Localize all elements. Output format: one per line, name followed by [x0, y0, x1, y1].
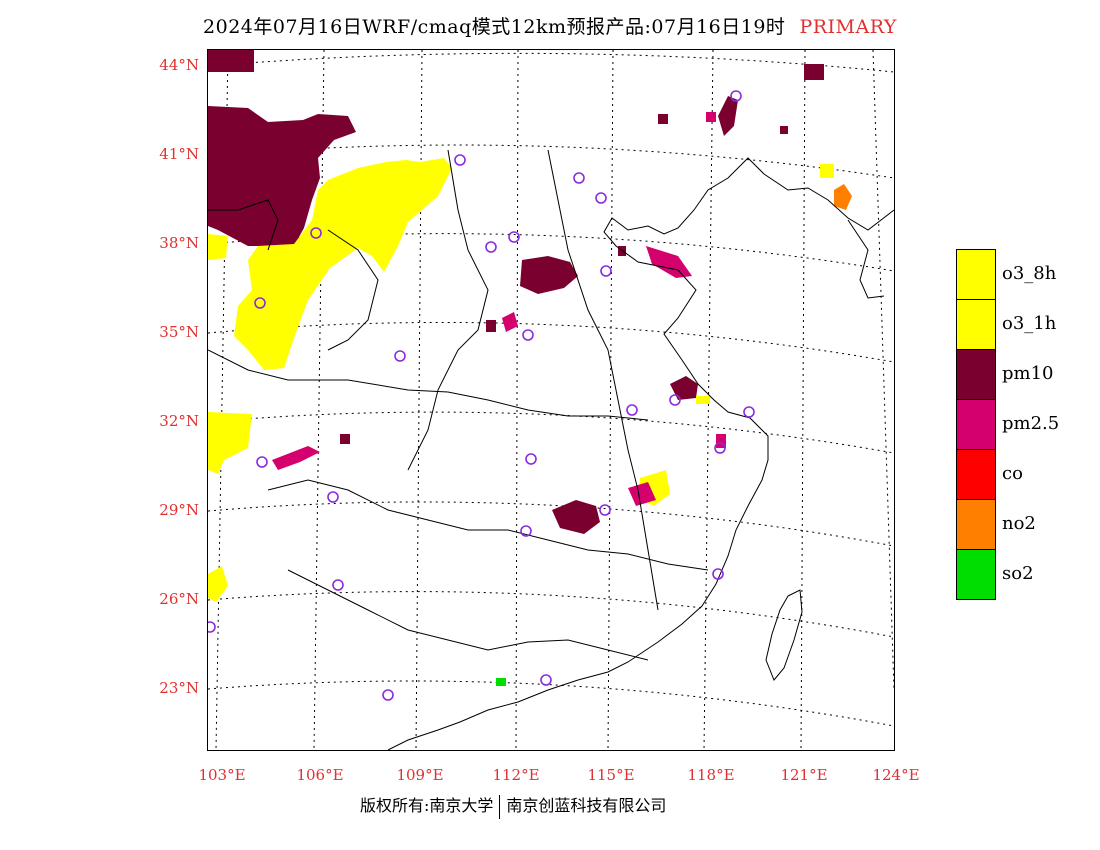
- station-marker: [508, 231, 520, 243]
- station-marker: [573, 172, 585, 184]
- lon-label: 124°E: [872, 766, 920, 784]
- lon-label: 121°E: [780, 766, 828, 784]
- border-2: [407, 149, 489, 471]
- lat-label: 29°N: [159, 501, 199, 519]
- legend-label: co: [1002, 463, 1023, 484]
- o3-field: [208, 158, 834, 602]
- no2-field: [834, 184, 852, 210]
- station-marker: [332, 579, 344, 591]
- taiwan: [765, 589, 803, 681]
- border-3: [267, 479, 709, 571]
- boundaries: [208, 149, 894, 750]
- station-marker: [327, 491, 339, 503]
- station-marker: [730, 90, 742, 102]
- station-marker: [626, 404, 638, 416]
- station-marker: [208, 621, 216, 633]
- grid-lon-106: [313, 50, 325, 750]
- pm25-field: [272, 112, 726, 506]
- station-marker: [394, 350, 406, 362]
- grid-lon-121: [800, 50, 806, 750]
- grid-lat-29: [208, 501, 894, 547]
- station-markers: [208, 90, 755, 701]
- lon-label: 118°E: [687, 766, 735, 784]
- legend-label: pm10: [1002, 363, 1054, 384]
- coastline: [387, 157, 894, 750]
- station-marker: [712, 568, 724, 580]
- border-4: [287, 569, 649, 661]
- copyright-credit: 版权所有:南京大学 南京创蓝科技有限公司: [360, 792, 666, 819]
- forecast-map[interactable]: [207, 49, 895, 751]
- station-marker: [600, 265, 612, 277]
- station-marker: [714, 442, 726, 454]
- station-marker: [520, 525, 532, 537]
- station-marker: [669, 394, 681, 406]
- map-title: 2024年07月16日WRF/cmaq模式12km预报产品:07月16日19时 P…: [0, 12, 1100, 39]
- legend-swatch: [956, 399, 996, 450]
- grid-lon-124: [872, 50, 894, 691]
- legend-swatch: [956, 449, 996, 500]
- legend-label: o3_8h: [1002, 263, 1057, 284]
- legend-swatch: [956, 349, 996, 400]
- legend-label: o3_1h: [1002, 313, 1057, 334]
- legend-swatch: [956, 499, 996, 550]
- lat-label: 26°N: [159, 590, 199, 608]
- lon-label: 115°E: [587, 766, 635, 784]
- lon-label: 103°E: [198, 766, 246, 784]
- grid-lat-32: [208, 411, 894, 454]
- station-marker: [595, 192, 607, 204]
- credit-right: 南京创蓝科技有限公司: [506, 796, 667, 815]
- so2-field: [496, 678, 506, 686]
- pm10-field: [208, 50, 824, 534]
- lat-label: 38°N: [159, 234, 199, 252]
- title-main: 2024年07月16日WRF/cmaq模式12km预报产品:07月16日19时: [203, 16, 786, 38]
- legend-swatch: [956, 249, 996, 300]
- legend-label: no2: [1002, 513, 1036, 534]
- station-marker: [254, 297, 266, 309]
- lat-label: 41°N: [159, 145, 199, 163]
- legend-label: pm2.5: [1002, 413, 1060, 434]
- lat-label: 23°N: [159, 679, 199, 697]
- lon-label: 106°E: [296, 766, 344, 784]
- lon-label: 112°E: [492, 766, 540, 784]
- station-marker: [522, 329, 534, 341]
- station-marker: [454, 154, 466, 166]
- grid-lon-115: [607, 50, 614, 750]
- border-5: [547, 149, 659, 611]
- station-marker: [599, 504, 611, 516]
- grid-lat-35: [208, 321, 894, 363]
- border-6: [327, 229, 379, 351]
- korea-coast: [847, 219, 885, 299]
- station-marker: [743, 406, 755, 418]
- credit-left: 版权所有:南京大学: [360, 796, 494, 815]
- station-marker: [382, 689, 394, 701]
- grid-lat-23: [208, 680, 894, 727]
- grid-lon-112: [515, 50, 519, 750]
- station-marker: [540, 674, 552, 686]
- lat-label: 44°N: [159, 56, 199, 74]
- border-1: [208, 349, 649, 421]
- grid-lon-109: [415, 50, 423, 750]
- lon-label: 109°E: [396, 766, 444, 784]
- border-7: [208, 199, 279, 251]
- legend-label: so2: [1002, 563, 1034, 584]
- grid-lon-118: [703, 50, 714, 750]
- station-marker: [485, 241, 497, 253]
- station-marker: [256, 456, 268, 468]
- map-canvas: [208, 50, 894, 750]
- station-marker: [310, 227, 322, 239]
- legend-swatch: [956, 549, 996, 600]
- grid-lat-44: [208, 52, 894, 73]
- title-primary-tag: PRIMARY: [799, 16, 897, 38]
- credit-divider: [499, 794, 501, 819]
- legend-swatch: [956, 299, 996, 350]
- station-marker: [525, 453, 537, 465]
- grid-lon-103: [215, 50, 229, 750]
- lat-label: 32°N: [159, 412, 199, 430]
- lat-label: 35°N: [159, 323, 199, 341]
- grid-lat-26: [208, 591, 894, 638]
